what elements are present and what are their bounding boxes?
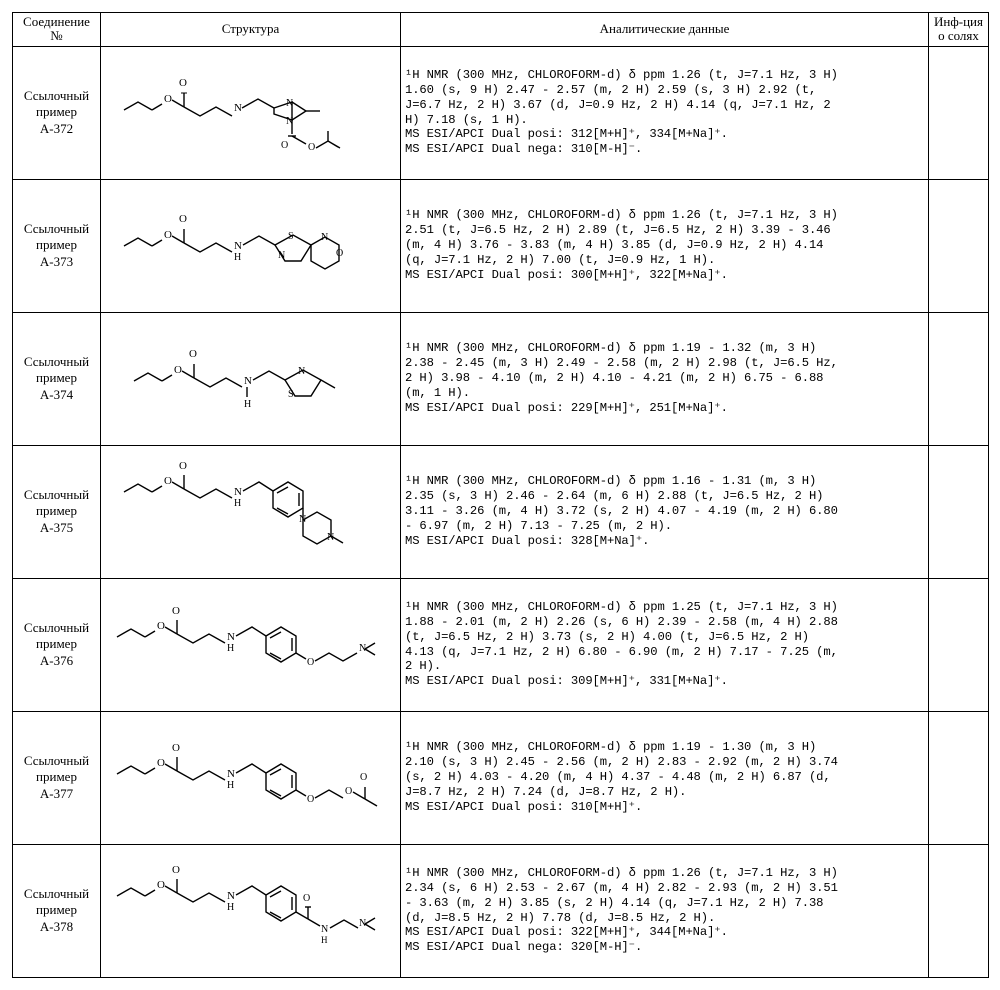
svg-text:O: O	[157, 620, 165, 632]
svg-text:N: N	[244, 375, 252, 387]
svg-text:O: O	[164, 475, 172, 487]
compound-id-cell: Ссылочный примерA-376	[13, 578, 101, 711]
svg-text:N: N	[234, 240, 242, 252]
table-row: Ссылочный примерA-373 O O N H S N N O ¹H…	[13, 179, 989, 312]
svg-text:H: H	[227, 780, 234, 791]
svg-text:O: O	[308, 142, 315, 153]
compound-id-cell: Ссылочный примерA-378	[13, 844, 101, 977]
table-row: Ссылочный примерA-372 O O N N N O O ¹H N…	[13, 46, 989, 179]
svg-text:O: O	[336, 248, 343, 259]
header-salt: Инф-ция о солях	[929, 13, 989, 47]
compound-table: Соединение № Структура Аналитические дан…	[12, 12, 989, 978]
salt-cell	[929, 179, 989, 312]
header-structure: Структура	[101, 13, 401, 47]
svg-text:O: O	[172, 864, 180, 876]
structure-cell: O O N H N N	[101, 445, 401, 578]
table-row: Ссылочный примерA-378 O O N H O N H N ¹H…	[13, 844, 989, 977]
salt-cell	[929, 711, 989, 844]
analytical-cell: ¹H NMR (300 MHz, CHLOROFORM-d) δ ppm 1.2…	[401, 179, 929, 312]
svg-text:N: N	[234, 102, 242, 114]
svg-text:H: H	[234, 498, 241, 509]
header-row: Соединение № Структура Аналитические дан…	[13, 13, 989, 47]
compound-id-cell: Ссылочный примерA-377	[13, 711, 101, 844]
compound-id-cell: Ссылочный примерA-375	[13, 445, 101, 578]
svg-text:H: H	[234, 252, 241, 263]
svg-text:N: N	[299, 514, 306, 525]
structure-cell: O O N H O O O	[101, 711, 401, 844]
analytical-cell: ¹H NMR (300 MHz, CHLOROFORM-d) δ ppm 1.1…	[401, 445, 929, 578]
svg-text:O: O	[164, 229, 172, 241]
svg-text:O: O	[164, 93, 172, 105]
svg-text:O: O	[303, 893, 310, 904]
salt-cell	[929, 578, 989, 711]
svg-text:S: S	[288, 389, 294, 400]
svg-text:H: H	[227, 643, 234, 654]
svg-text:N: N	[227, 890, 235, 902]
compound-id-cell: Ссылочный примерA-372	[13, 46, 101, 179]
svg-text:O: O	[157, 757, 165, 769]
svg-text:H: H	[244, 399, 251, 410]
table-row: Ссылочный примерA-375 O O N H N N ¹H NMR…	[13, 445, 989, 578]
svg-text:O: O	[174, 364, 182, 376]
structure-cell: O O N H O N	[101, 578, 401, 711]
svg-text:O: O	[172, 742, 180, 754]
analytical-cell: ¹H NMR (300 MHz, CHLOROFORM-d) δ ppm 1.1…	[401, 711, 929, 844]
table-row: Ссылочный примерA-376 O O N H O N ¹H NMR…	[13, 578, 989, 711]
svg-text:O: O	[281, 140, 288, 151]
salt-cell	[929, 46, 989, 179]
structure-cell: O O N H S N N O	[101, 179, 401, 312]
structure-cell: O O N H S N	[101, 312, 401, 445]
svg-text:O: O	[179, 213, 187, 225]
analytical-cell: ¹H NMR (300 MHz, CHLOROFORM-d) δ ppm 1.2…	[401, 46, 929, 179]
svg-text:N: N	[278, 250, 285, 261]
svg-text:S: S	[288, 231, 294, 242]
svg-text:O: O	[172, 605, 180, 617]
svg-text:O: O	[360, 772, 367, 783]
salt-cell	[929, 844, 989, 977]
svg-text:N: N	[321, 924, 328, 935]
svg-text:N: N	[227, 768, 235, 780]
analytical-cell: ¹H NMR (300 MHz, CHLOROFORM-d) δ ppm 1.2…	[401, 578, 929, 711]
svg-text:N: N	[227, 631, 235, 643]
header-compound: Соединение №	[13, 13, 101, 47]
analytical-cell: ¹H NMR (300 MHz, CHLOROFORM-d) δ ppm 1.2…	[401, 844, 929, 977]
svg-text:O: O	[307, 794, 314, 805]
svg-text:O: O	[345, 786, 352, 797]
svg-text:O: O	[157, 879, 165, 891]
compound-id-cell: Ссылочный примерA-374	[13, 312, 101, 445]
svg-text:N: N	[321, 232, 328, 243]
svg-text:H: H	[227, 902, 234, 913]
svg-text:O: O	[179, 460, 187, 472]
structure-cell: O O N N N O O	[101, 46, 401, 179]
header-analytical: Аналитические данные	[401, 13, 929, 47]
table-row: Ссылочный примерA-377 O O N H O O O ¹H N…	[13, 711, 989, 844]
svg-text:O: O	[307, 657, 314, 668]
structure-cell: O O N H O N H N	[101, 844, 401, 977]
analytical-cell: ¹H NMR (300 MHz, CHLOROFORM-d) δ ppm 1.1…	[401, 312, 929, 445]
svg-text:H: H	[321, 935, 328, 945]
salt-cell	[929, 312, 989, 445]
svg-text:O: O	[179, 77, 187, 89]
svg-text:N: N	[234, 486, 242, 498]
compound-id-cell: Ссылочный примерA-373	[13, 179, 101, 312]
salt-cell	[929, 445, 989, 578]
table-row: Ссылочный примерA-374 O O N H S N ¹H NMR…	[13, 312, 989, 445]
svg-text:N: N	[286, 98, 293, 109]
svg-text:O: O	[189, 348, 197, 360]
svg-text:N: N	[298, 366, 305, 377]
